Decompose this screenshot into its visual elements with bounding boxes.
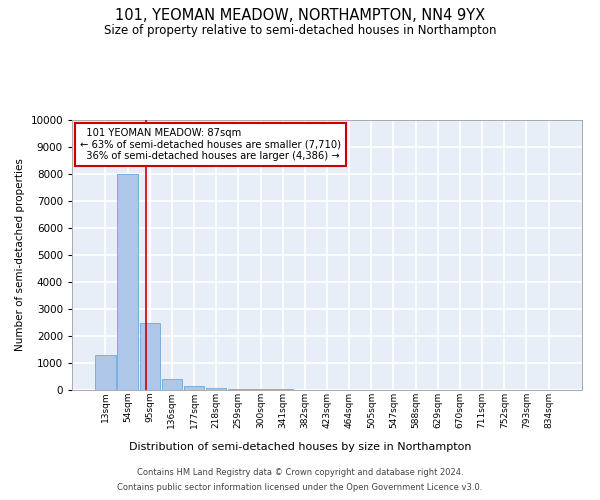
Bar	[250, 389, 271, 390]
Text: Contains public sector information licensed under the Open Government Licence v3: Contains public sector information licen…	[118, 483, 482, 492]
Bar	[228, 388, 248, 390]
Y-axis label: Number of semi-detached properties: Number of semi-detached properties	[15, 158, 25, 352]
Text: Distribution of semi-detached houses by size in Northampton: Distribution of semi-detached houses by …	[129, 442, 471, 452]
Text: 101 YEOMAN MEADOW: 87sqm
← 63% of semi-detached houses are smaller (7,710)
  36%: 101 YEOMAN MEADOW: 87sqm ← 63% of semi-d…	[80, 128, 341, 162]
Bar	[95, 355, 116, 390]
Text: 101, YEOMAN MEADOW, NORTHAMPTON, NN4 9YX: 101, YEOMAN MEADOW, NORTHAMPTON, NN4 9YX	[115, 8, 485, 22]
Bar	[140, 322, 160, 390]
Bar	[161, 379, 182, 390]
Text: Contains HM Land Registry data © Crown copyright and database right 2024.: Contains HM Land Registry data © Crown c…	[137, 468, 463, 477]
Text: Size of property relative to semi-detached houses in Northampton: Size of property relative to semi-detach…	[104, 24, 496, 37]
Bar	[118, 174, 138, 390]
Bar	[184, 386, 204, 390]
Bar	[206, 388, 226, 390]
